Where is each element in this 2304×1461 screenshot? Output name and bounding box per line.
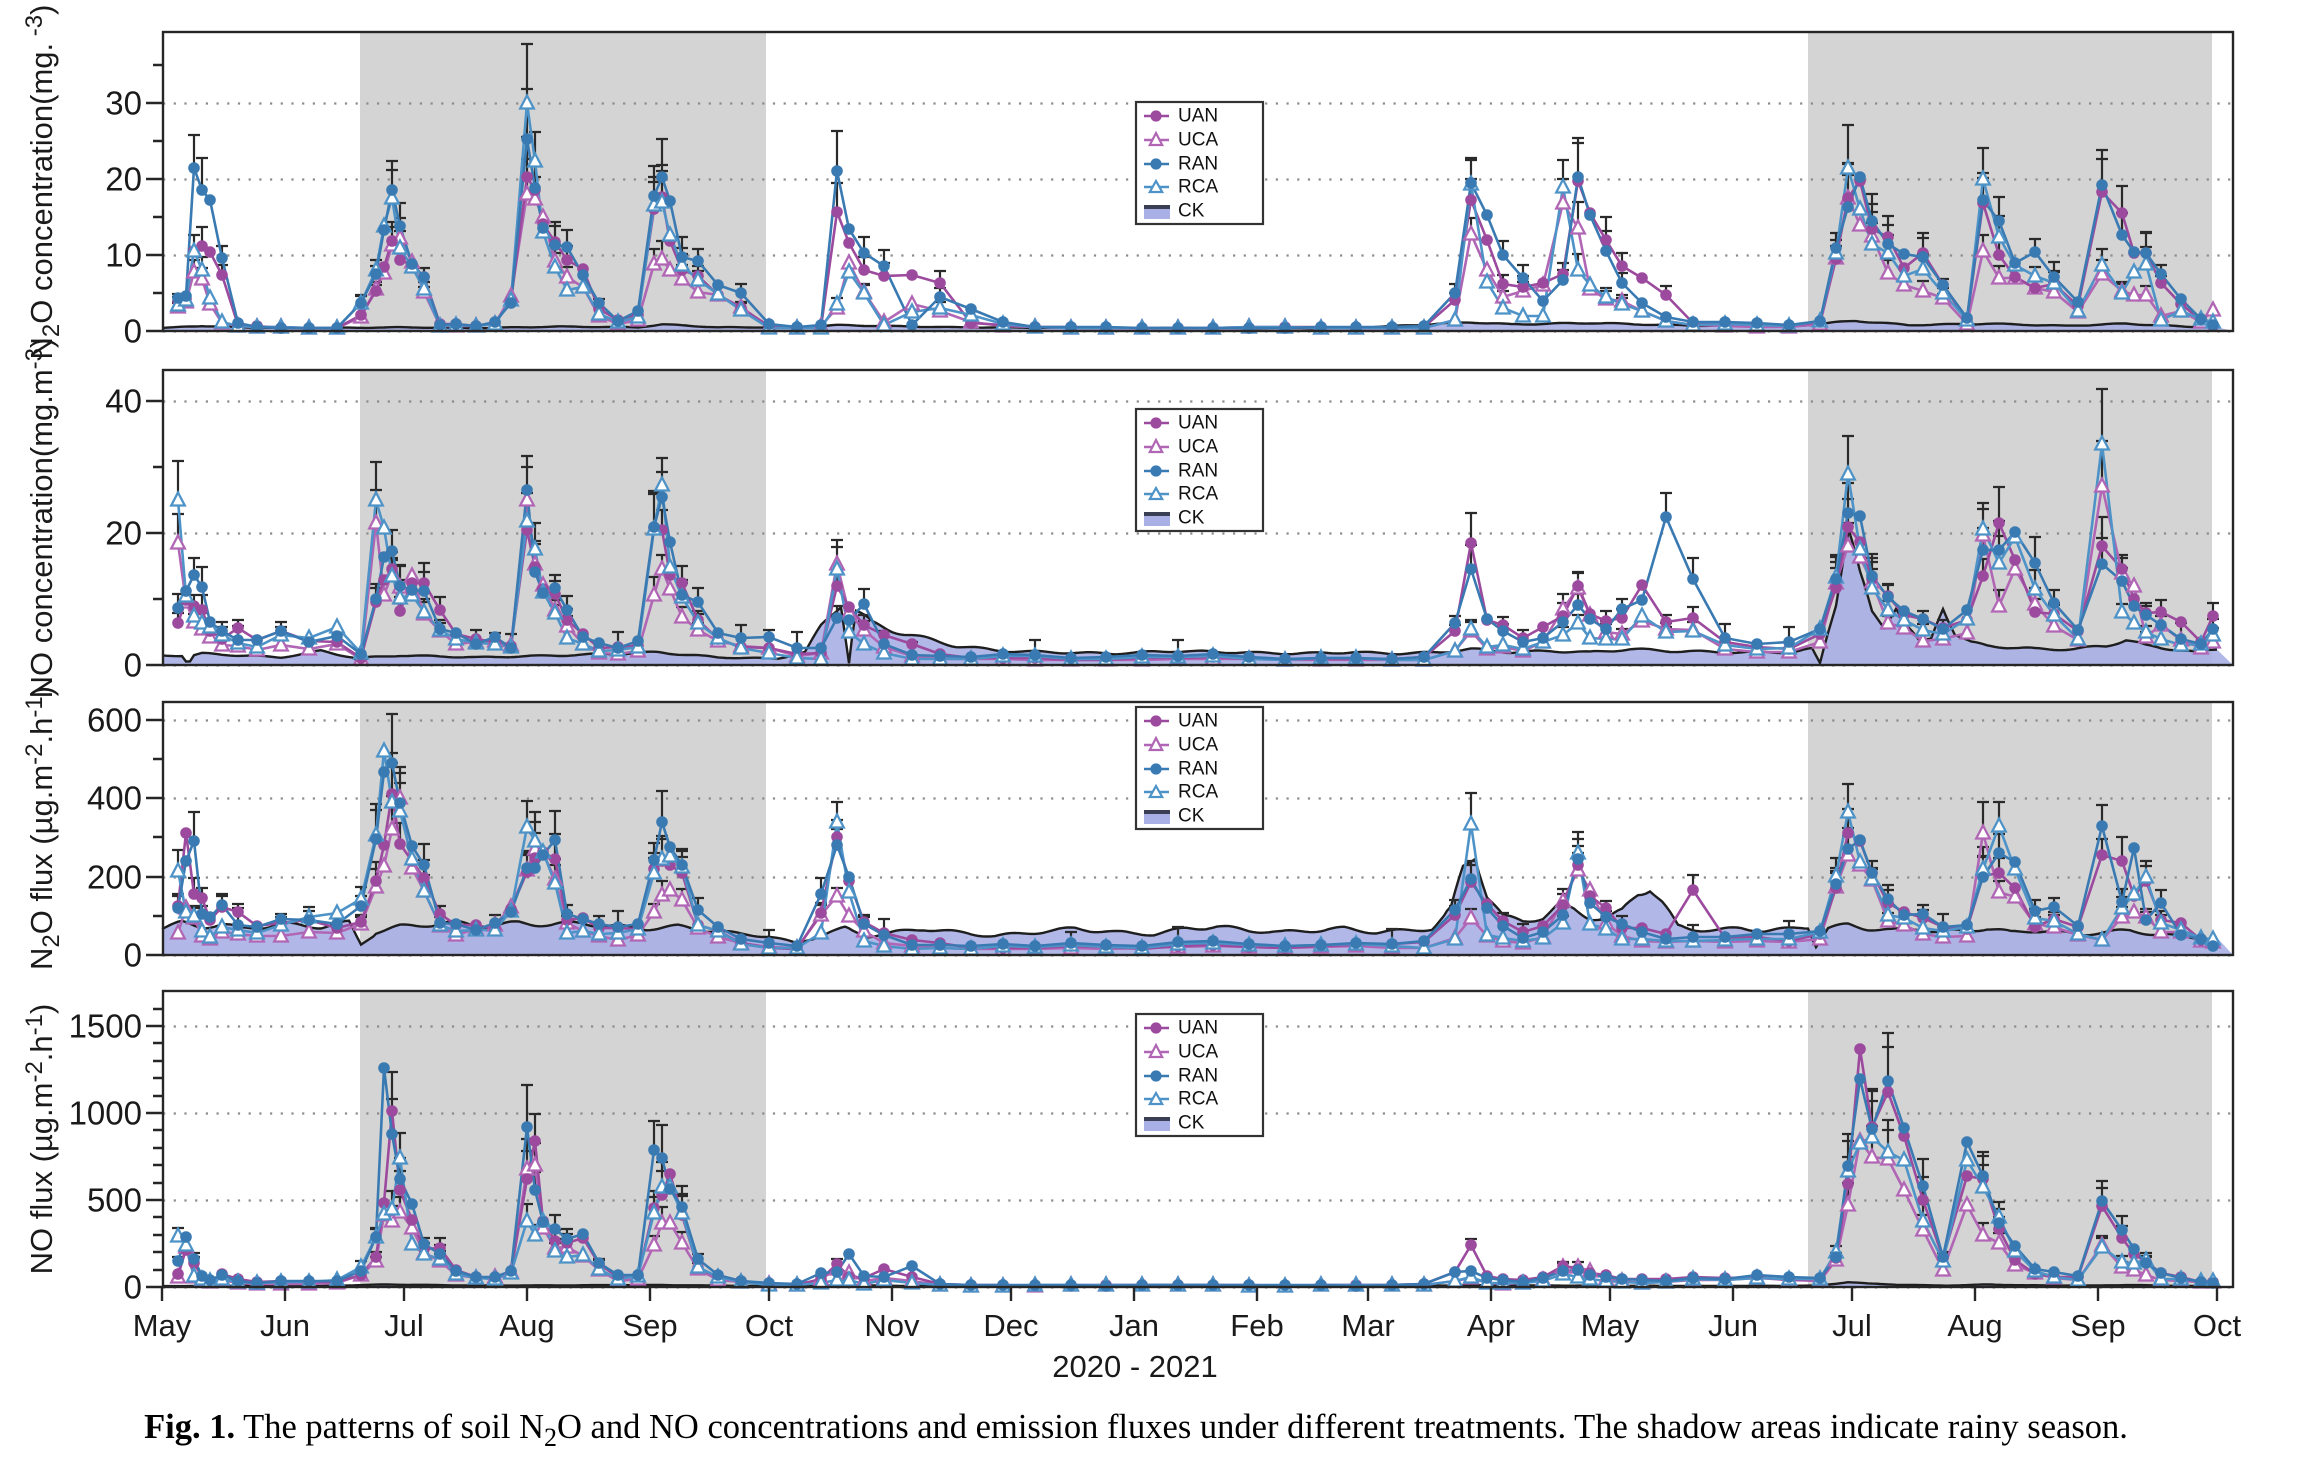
- svg-text:Sep: Sep: [2070, 1308, 2125, 1343]
- svg-text:UAN: UAN: [1178, 106, 1218, 127]
- svg-text:CK: CK: [1178, 1113, 1205, 1134]
- svg-text:Jan: Jan: [1109, 1308, 1159, 1343]
- svg-text:500: 500: [87, 1182, 142, 1219]
- svg-text:Feb: Feb: [1230, 1308, 1283, 1343]
- svg-text:2020 - 2021: 2020 - 2021: [1052, 1349, 1217, 1384]
- svg-text:Dec: Dec: [983, 1308, 1038, 1343]
- svg-text:UCA: UCA: [1178, 130, 1218, 151]
- svg-text:UCA: UCA: [1178, 1042, 1218, 1063]
- svg-text:0: 0: [124, 647, 142, 684]
- svg-text:400: 400: [87, 780, 142, 817]
- svg-text:0: 0: [124, 937, 142, 974]
- svg-text:200: 200: [87, 859, 142, 896]
- svg-text:May: May: [133, 1308, 192, 1343]
- svg-text:Fig. 1. The patterns of soil: Fig. 1. The patterns of soil N2O and NO …: [144, 1408, 2128, 1452]
- svg-text:1000: 1000: [69, 1095, 142, 1132]
- svg-text:1500: 1500: [69, 1008, 142, 1045]
- svg-text:30: 30: [105, 85, 142, 122]
- svg-text:RAN: RAN: [1178, 154, 1218, 175]
- svg-text:Jun: Jun: [260, 1308, 310, 1343]
- svg-text:NO flux (µg.m-2.h-1): NO flux (µg.m-2.h-1): [21, 1004, 59, 1275]
- svg-text:N2O flux (µg.m-2.h-1): N2O flux (µg.m-2.h-1): [21, 686, 65, 970]
- svg-text:NO concentration(mg.m-3): NO concentration(mg.m-3): [21, 338, 59, 699]
- svg-text:40: 40: [105, 383, 142, 420]
- svg-text:RAN: RAN: [1178, 1066, 1218, 1087]
- svg-text:RAN: RAN: [1178, 759, 1218, 780]
- svg-text:0: 0: [124, 1269, 142, 1306]
- svg-text:UAN: UAN: [1178, 711, 1218, 732]
- svg-text:20: 20: [105, 161, 142, 198]
- svg-text:CK: CK: [1178, 201, 1205, 222]
- svg-text:Mar: Mar: [1341, 1308, 1394, 1343]
- svg-text:10: 10: [105, 237, 142, 274]
- svg-text:Oct: Oct: [745, 1308, 794, 1343]
- svg-text:N2O concentration(mg. -3): N2O concentration(mg. -3): [21, 5, 65, 360]
- svg-text:CK: CK: [1178, 806, 1205, 827]
- svg-text:0: 0: [124, 313, 142, 350]
- svg-text:CK: CK: [1178, 508, 1205, 529]
- svg-text:Nov: Nov: [864, 1308, 920, 1343]
- svg-text:May: May: [1581, 1308, 1640, 1343]
- svg-text:600: 600: [87, 702, 142, 739]
- svg-text:Oct: Oct: [2193, 1308, 2242, 1343]
- svg-text:Aug: Aug: [499, 1308, 554, 1343]
- svg-text:RCA: RCA: [1178, 782, 1218, 803]
- svg-text:UAN: UAN: [1178, 413, 1218, 434]
- svg-text:RCA: RCA: [1178, 484, 1218, 505]
- svg-text:RAN: RAN: [1178, 461, 1218, 482]
- svg-text:UCA: UCA: [1178, 735, 1218, 756]
- svg-text:Jun: Jun: [1708, 1308, 1758, 1343]
- svg-text:Sep: Sep: [622, 1308, 677, 1343]
- svg-text:UCA: UCA: [1178, 437, 1218, 458]
- svg-text:Apr: Apr: [1467, 1308, 1515, 1343]
- svg-text:Aug: Aug: [1947, 1308, 2002, 1343]
- svg-text:RCA: RCA: [1178, 177, 1218, 198]
- svg-text:RCA: RCA: [1178, 1089, 1218, 1110]
- svg-text:UAN: UAN: [1178, 1018, 1218, 1039]
- svg-text:Jul: Jul: [384, 1308, 424, 1343]
- svg-text:Jul: Jul: [1832, 1308, 1872, 1343]
- svg-text:20: 20: [105, 515, 142, 552]
